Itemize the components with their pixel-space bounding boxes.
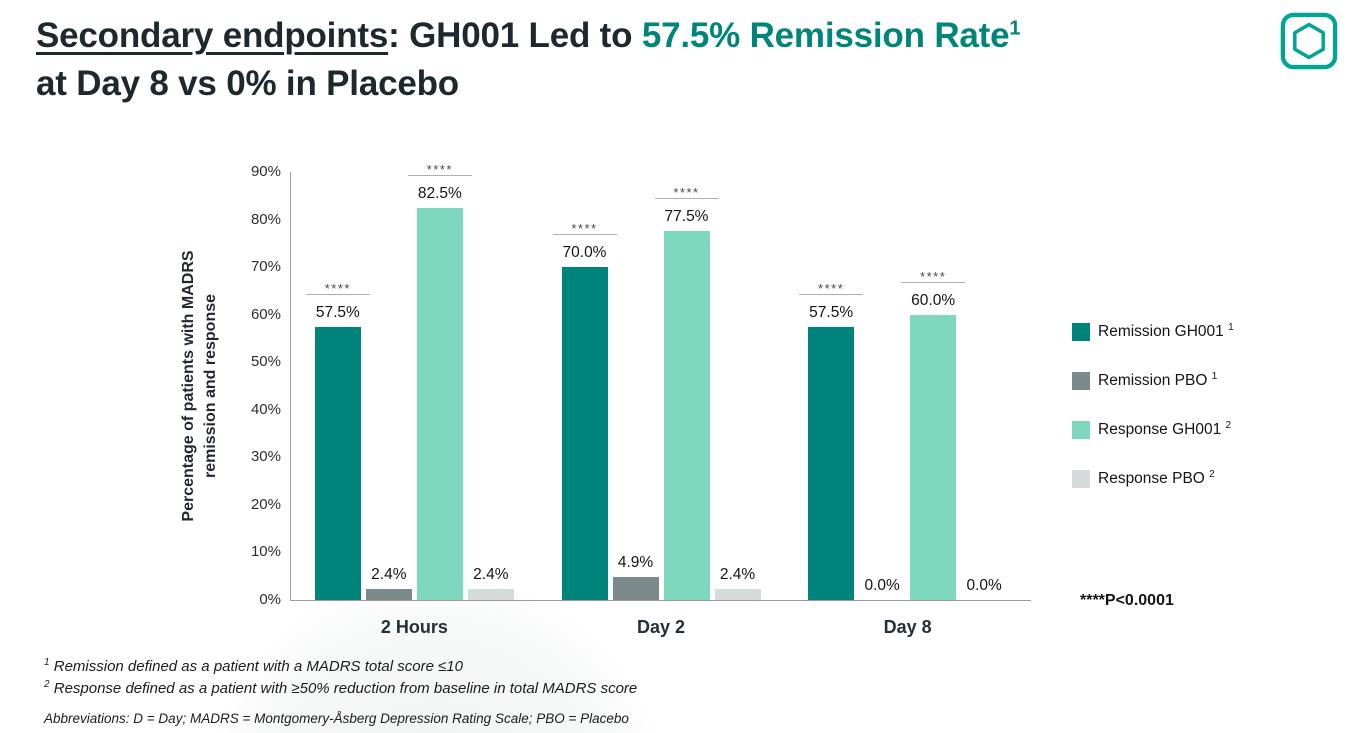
footnote-2-text: Response defined as a patient with ≥50% … [49, 679, 638, 697]
y-tick-label: 60% [250, 305, 281, 323]
legend-label: Remission GH001 1 [1098, 321, 1234, 341]
legend-superscript: 2 [1209, 468, 1215, 480]
significance-marker: **** [552, 222, 617, 236]
y-tick-label: 70% [250, 258, 281, 276]
bar-value-label: 77.5% [664, 208, 709, 226]
legend-item-response-pbo: Response PBO 2 [1072, 469, 1234, 488]
bar-response-gh001 [663, 231, 710, 600]
title-underlined-text: Secondary endpoints [36, 16, 389, 55]
bar-response-pbo [714, 588, 761, 600]
legend-item-remission-gh001: Remission GH001 1 [1072, 322, 1234, 341]
x-category-label: Day 2 [636, 617, 686, 637]
legend-superscript: 1 [1211, 370, 1218, 382]
legend-superscript: 2 [1225, 419, 1232, 431]
bar-value-label: 0.0% [864, 577, 900, 594]
footnote-remission: 1 Remission defined as a patient with a … [44, 656, 637, 678]
bar-remission-gh001 [561, 267, 608, 600]
legend-label: Response GH001 2 [1098, 419, 1232, 439]
footnote-response: 2 Response defined as a patient with ≥50… [44, 678, 637, 700]
company-logo-icon [1280, 12, 1338, 70]
legend-superscript: 1 [1228, 321, 1234, 333]
significance-marker: **** [407, 163, 472, 176]
chart-legend: Remission GH001 1 Remission PBO 1 Response… [1072, 322, 1234, 518]
bar-remission-gh001 [314, 326, 361, 600]
bar-value-label: 2.4% [719, 565, 756, 583]
abbreviations-note: Abbreviations: D = Day; MADRS = Montgome… [44, 711, 629, 726]
bar-value-label: 57.5% [809, 303, 854, 321]
bar-value-label: 2.4% [371, 565, 407, 583]
chart-plot-area: 0% 10% 20% 30% 40% 50% 60% 70% 80% 90% 2 Hours 57.5… [251, 163, 1031, 637]
y-tick-label: 90% [250, 163, 281, 180]
y-tick-label: 30% [250, 448, 281, 466]
y-tick-label: 80% [250, 210, 281, 228]
title-mid-text: : GH001 Led to [388, 16, 642, 55]
bar-value-label: 60.0% [911, 291, 956, 309]
bar-remission-gh001 [808, 326, 855, 600]
bar-value-label: 2.4% [473, 565, 509, 583]
legend-swatch [1072, 371, 1090, 390]
bar-remission-pbo [612, 576, 659, 600]
pvalue-note: ****P<0.0001 [1080, 592, 1174, 609]
bar-response-gh001 [910, 314, 957, 600]
y-axis-title: Percentage of patients with MADRS remiss… [180, 250, 219, 522]
bar-value-label: 0.0% [966, 577, 1002, 594]
y-tick-label: 0% [259, 591, 281, 608]
legend-item-response-gh001: Response GH001 2 [1072, 420, 1234, 439]
legend-swatch [1072, 420, 1090, 439]
title-line2-text: at Day 8 vs 0% in Placebo [36, 64, 459, 104]
y-tick-label: 10% [250, 543, 281, 561]
bar-remission-pbo [365, 588, 412, 600]
title-highlight-superscript: 1 [1009, 17, 1021, 40]
bar-response-pbo [467, 588, 514, 600]
significance-marker: **** [305, 282, 370, 295]
footnotes: 1 Remission defined as a patient with a … [44, 656, 637, 700]
significance-marker: **** [799, 282, 864, 295]
y-tick-label: 40% [250, 400, 281, 418]
significance-marker: **** [654, 186, 719, 200]
footnote-1-superscript: 1 [44, 657, 50, 668]
x-category-label: 2 Hours [380, 617, 448, 637]
y-tick-label: 50% [250, 353, 281, 371]
bar-value-label: 70.0% [562, 244, 607, 262]
x-category-label: Day 8 [883, 617, 932, 637]
legend-label: Response PBO 2 [1098, 468, 1215, 488]
bar-value-label: 57.5% [315, 303, 360, 321]
footnote-2-superscript: 2 [44, 678, 50, 690]
title-highlight-text: 57.5% Remission Rate [641, 16, 1010, 55]
bar-value-label: 82.5% [417, 184, 462, 202]
footnote-1-text: Remission defined as a patient with a MA… [49, 658, 463, 675]
slide-title: Secondary endpoints: GH001 Led to 57.5% … [36, 12, 1021, 109]
y-tick-label: 20% [250, 495, 281, 513]
legend-label: Remission PBO 1 [1098, 370, 1218, 390]
bar-value-label: 4.9% [617, 553, 654, 571]
legend-swatch [1072, 322, 1090, 341]
legend-item-remission-pbo: Remission PBO 1 [1072, 371, 1234, 390]
significance-marker: **** [901, 270, 966, 283]
bar-response-gh001 [416, 207, 463, 600]
legend-swatch [1072, 469, 1090, 488]
